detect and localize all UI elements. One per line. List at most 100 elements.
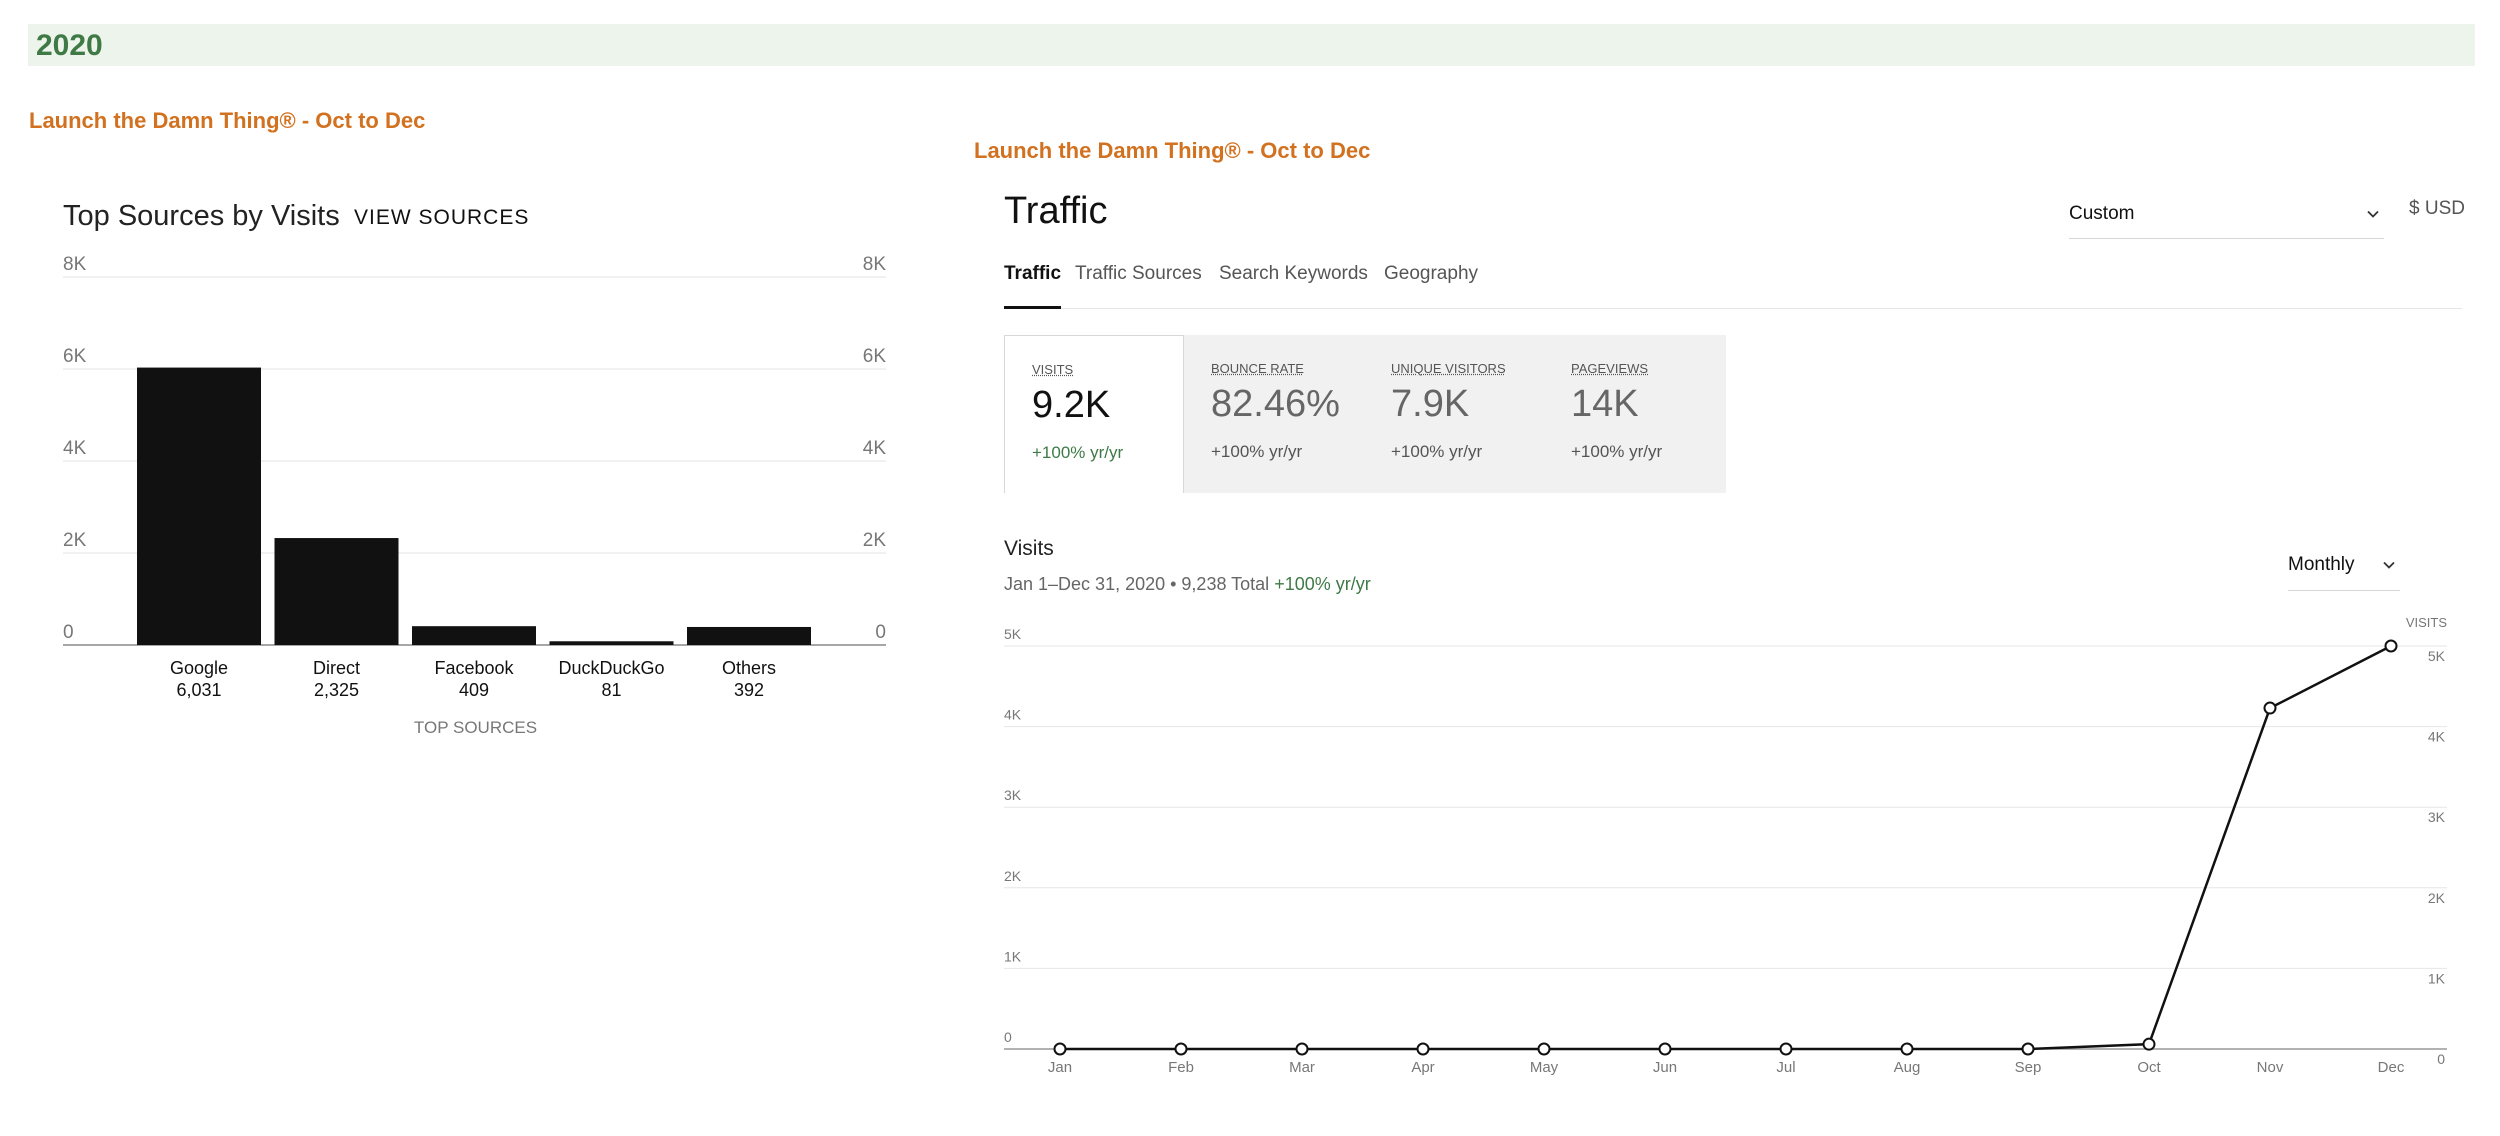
data-point xyxy=(1174,1042,1188,1056)
tab-traffic[interactable]: Traffic xyxy=(1004,263,1062,309)
data-point xyxy=(1295,1042,1309,1056)
data-point xyxy=(2263,701,2277,715)
y-tick-label-left: 4K xyxy=(63,438,87,459)
y-tick-label-right: 3K xyxy=(2428,809,2446,825)
visits-heading: Visits xyxy=(1004,537,1054,560)
metric-pageviews[interactable]: PAGEVIEWS 14K +100% yr/yr xyxy=(1544,335,1726,493)
y-tick-label-left: 4K xyxy=(1004,707,1022,723)
x-tick-label: Oct xyxy=(2137,1059,2161,1076)
y-tick-label-left: 0 xyxy=(63,622,74,643)
x-tick-label: Jan xyxy=(1048,1059,1072,1076)
x-tick-label: Apr xyxy=(1411,1059,1434,1076)
view-sources-button[interactable]: VIEW SOURCES xyxy=(354,206,530,229)
tab-search-keywords[interactable]: Search Keywords xyxy=(1219,263,1368,284)
y-tick-label-left: 8K xyxy=(63,254,87,275)
metric-visits-label: VISITS xyxy=(1032,362,1074,377)
value-label: 392 xyxy=(734,680,764,700)
data-point xyxy=(1779,1042,1793,1056)
category-label: Facebook xyxy=(434,658,514,678)
date-range-dropdown[interactable]: Custom xyxy=(2069,190,2384,239)
x-tick-label: Jul xyxy=(1776,1059,1795,1076)
traffic-title: Traffic xyxy=(1004,190,1108,232)
y-tick-label-left: 2K xyxy=(63,530,87,551)
bar xyxy=(274,538,399,645)
y-tick-label-right: 5K xyxy=(2428,648,2446,664)
x-tick-label: Feb xyxy=(1168,1059,1194,1076)
data-point xyxy=(1416,1042,1430,1056)
metric-visits-value: 9.2K xyxy=(1032,384,1111,426)
year-label: 2020 xyxy=(36,29,103,62)
value-label: 2,325 xyxy=(314,680,359,700)
bar xyxy=(687,626,811,645)
visits-series-line xyxy=(1060,644,2392,1051)
category-label: Direct xyxy=(313,658,360,678)
y-tick-label-right: 8K xyxy=(863,254,887,275)
visits-change-text: +100% yr/yr xyxy=(1274,574,1371,594)
x-tick-label: Nov xyxy=(2257,1059,2284,1076)
series-label: VISITS xyxy=(2406,615,2448,630)
y-tick-label-right: 1K xyxy=(2428,970,2446,986)
data-point xyxy=(1537,1042,1551,1056)
data-point xyxy=(2142,1037,2156,1051)
x-tick-label: Jun xyxy=(1653,1059,1677,1076)
year-header: 2020 xyxy=(28,24,2475,66)
interval-dropdown[interactable]: Monthly xyxy=(2288,540,2400,591)
y-tick-label-left: 2K xyxy=(1004,868,1022,884)
metric-visits[interactable]: VISITS 9.2K +100% yr/yr xyxy=(1004,335,1184,493)
metric-unique-visitors[interactable]: UNIQUE VISITORS 7.9K +100% yr/yr xyxy=(1364,335,1544,493)
bar xyxy=(412,626,536,645)
top-sources-title: Top Sources by Visits xyxy=(63,200,340,232)
value-label: 409 xyxy=(459,680,489,700)
y-tick-label-right: 0 xyxy=(2437,1051,2445,1067)
y-tick-label-right: 4K xyxy=(2428,729,2446,745)
data-point xyxy=(2384,639,2398,653)
y-tick-label-right: 2K xyxy=(2428,890,2446,906)
y-tick-label-right: 4K xyxy=(863,438,887,459)
data-point xyxy=(1053,1042,1067,1056)
tab-traffic-sources[interactable]: Traffic Sources xyxy=(1075,263,1202,284)
left-section-link[interactable]: Launch the Damn Thing® - Oct to Dec xyxy=(29,108,426,133)
metric-bounce-rate[interactable]: BOUNCE RATE 82.46% +100% yr/yr xyxy=(1184,335,1364,493)
category-label: DuckDuckGo xyxy=(558,658,664,678)
metric-bounce-rate-change: +100% yr/yr xyxy=(1211,442,1303,461)
metric-unique-visitors-value: 7.9K xyxy=(1391,383,1470,425)
category-label: Others xyxy=(722,658,776,678)
traffic-tabs: Traffic Traffic Sources Search Keywords … xyxy=(1004,258,2462,309)
interval-value: Monthly xyxy=(2288,554,2355,575)
metric-unique-visitors-change: +100% yr/yr xyxy=(1391,442,1483,461)
x-axis-title: TOP SOURCES xyxy=(414,718,537,737)
metric-bounce-rate-label: BOUNCE RATE xyxy=(1211,361,1304,376)
visits-summary: Jan 1–Dec 31, 2020 • 9,238 Total +100% y… xyxy=(1004,574,1371,595)
visits-range-text: Jan 1–Dec 31, 2020 • 9,238 Total xyxy=(1004,574,1270,594)
x-tick-label: Dec xyxy=(2378,1059,2405,1076)
data-point xyxy=(1900,1042,1914,1056)
x-tick-label: Mar xyxy=(1289,1059,1315,1076)
metric-unique-visitors-label: UNIQUE VISITORS xyxy=(1391,361,1506,376)
value-label: 81 xyxy=(601,680,621,700)
right-section-link[interactable]: Launch the Damn Thing® - Oct to Dec xyxy=(974,138,1371,163)
x-tick-label: Sep xyxy=(2015,1059,2042,1076)
metric-bounce-rate-value: 82.46% xyxy=(1211,383,1340,425)
chevron-down-icon xyxy=(2383,561,2395,569)
y-tick-label-left: 0 xyxy=(1004,1029,1012,1045)
y-tick-label-left: 5K xyxy=(1004,626,1022,642)
y-tick-label-right: 2K xyxy=(863,530,887,551)
metric-visits-change: +100% yr/yr xyxy=(1032,443,1124,462)
metric-pageviews-change: +100% yr/yr xyxy=(1571,442,1663,461)
y-tick-label-left: 6K xyxy=(63,346,87,367)
y-tick-label-right: 6K xyxy=(863,346,887,367)
bar xyxy=(137,367,261,645)
x-tick-label: May xyxy=(1530,1059,1559,1076)
category-label: Google xyxy=(170,658,228,678)
metric-pageviews-label: PAGEVIEWS xyxy=(1571,361,1649,376)
x-tick-label: Aug xyxy=(1894,1059,1921,1076)
tab-geography[interactable]: Geography xyxy=(1384,263,1479,284)
y-tick-label-left: 1K xyxy=(1004,948,1022,964)
chevron-down-icon xyxy=(2367,210,2379,218)
bar xyxy=(549,641,674,645)
data-point xyxy=(1658,1042,1672,1056)
y-tick-label-right: 0 xyxy=(875,622,886,643)
metric-pageviews-value: 14K xyxy=(1571,383,1639,425)
date-range-value: Custom xyxy=(2069,203,2135,224)
